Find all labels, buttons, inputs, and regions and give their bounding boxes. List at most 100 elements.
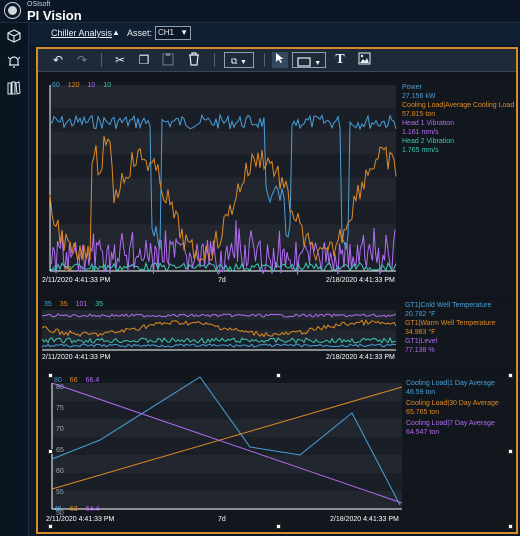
copy-icon[interactable]: ❐ (138, 53, 150, 67)
resize-handle[interactable] (508, 449, 513, 454)
legend-value: 57.815 ton (402, 111, 436, 118)
trend-1-top-scale: 60 120 10 10 (52, 82, 112, 89)
seven-day-average-series (51, 382, 403, 504)
trend-1-time-axis: 2/11/2020 4:41:33 PM 7d 2/18/2020 4:41:3… (40, 277, 516, 287)
grid-band (52, 455, 402, 473)
pointer-icon[interactable] (272, 52, 288, 68)
y-tick-label: 65 (56, 447, 64, 454)
legend-item: GT1|Cold Well Temperature (405, 302, 492, 309)
grid-band (50, 178, 396, 202)
duration: 7d (218, 277, 226, 284)
end-time: 2/18/2020 4:41:33 PM (326, 354, 395, 361)
legend-item: Cooling Load|30 Day Average (406, 400, 499, 407)
warm-well-series (41, 319, 397, 338)
thirty-day-average-series (51, 386, 403, 490)
legend-item: Cooling Load|Average Cooling Load (402, 102, 515, 109)
legend-item: Head 1 Vibration (402, 120, 455, 127)
legend-value: 1.765 mm/s (402, 147, 439, 154)
legend-value: 77.138 % (405, 347, 435, 354)
trend-1-legend: Power 27.156 kW Cooling Load|Average Coo… (402, 83, 514, 155)
osisoft-logo-icon (4, 2, 21, 19)
start-time: 2/11/2020 4:41:33 PM (42, 354, 111, 361)
legend-value: 46.59 ton (406, 389, 436, 396)
alarm-bell-icon[interactable] (6, 55, 22, 71)
chevron-down-icon: ▼ (180, 28, 188, 37)
library-books-icon[interactable] (6, 81, 22, 97)
cold-well-series-2 (41, 343, 397, 348)
cut-icon[interactable]: ✂ (114, 53, 126, 67)
legend-value: 34.983 °F (405, 329, 436, 336)
resize-handle[interactable] (48, 449, 53, 454)
arrange-dropdown[interactable]: ⧉ ▼ (224, 52, 254, 68)
edit-toolbar: ↶ ↷ ✂ ❐ ⧉ ▼ ▼ T (38, 49, 516, 72)
grid-band (50, 201, 396, 225)
y-tick-label: 55 (56, 489, 64, 496)
grid-band (50, 131, 396, 155)
chevron-up-icon[interactable]: ▲ (112, 28, 120, 37)
resize-handle[interactable] (48, 373, 53, 378)
delete-icon[interactable] (186, 52, 202, 68)
trend-2-legend: GT1|Cold Well Temperature 20.782 °F GT1|… (405, 301, 495, 355)
asset-value: CH1 (158, 28, 175, 37)
paste-icon[interactable] (160, 52, 176, 68)
trend-symbol-1[interactable]: 60 120 10 10 0 20 0 0 Power 27.156 kW Cooling … (40, 75, 516, 297)
app-header: OSIsoft PI Vision (0, 0, 520, 23)
grid-band (42, 320, 396, 330)
y-tick-label: 60 (56, 468, 64, 475)
trend-3-top-scale: 80 66 66.4 (54, 377, 100, 384)
display-name-link[interactable]: Chiller Analysis (51, 28, 113, 38)
trend-3-time-axis: 2/11/2020 4:41:33 PM 7d 2/18/2020 4:41:3… (40, 516, 516, 526)
trend-symbol-2[interactable]: 35 35 101 35 GT1|Cold Well Temperature 20.7… (40, 300, 516, 370)
legend-value: 1.161 mm/s (402, 129, 439, 136)
asset-label: Asset: (127, 28, 153, 38)
chevron-down-icon: ▼ (240, 59, 247, 66)
trend-symbol-3[interactable]: 80 75 70 65 60 55 50 80 66 66.4 45 63 64.4 Cooling… (40, 373, 516, 531)
redo-icon[interactable]: ↷ (76, 53, 88, 67)
text-icon[interactable]: T (335, 52, 345, 67)
display-canvas[interactable]: ↶ ↷ ✂ ❐ ⧉ ▼ ▼ T 60 120 10 10 (36, 47, 518, 534)
duration: 7d (218, 516, 226, 523)
legend-value: 20.782 °F (405, 311, 436, 318)
trend-2-time-axis: 2/11/2020 4:41:33 PM 2/18/2020 4:41:33 P… (40, 354, 516, 364)
resize-handle[interactable] (508, 524, 513, 529)
resize-handle[interactable] (508, 373, 513, 378)
y-tick-label: 80 (56, 384, 64, 391)
resize-handle[interactable] (276, 373, 281, 378)
legend-value: 27.156 kW (402, 93, 436, 100)
legend-item: Cooling Load|1 Day Average (406, 380, 495, 387)
power-series (49, 113, 397, 250)
legend-item: Head 2 Vibration (402, 138, 455, 145)
grid-band (52, 419, 402, 437)
cube-icon[interactable] (6, 29, 22, 45)
image-icon[interactable] (356, 52, 372, 68)
asset-select[interactable]: CH1 ▼ (155, 26, 191, 40)
level-series (41, 313, 397, 318)
vendor-name: OSIsoft (27, 1, 51, 8)
grid-band (52, 437, 402, 455)
trend-2-plot (41, 310, 397, 351)
legend-value: 65.765 ton (406, 409, 440, 416)
y-tick-label: 50 (56, 510, 64, 517)
grid-band (52, 491, 402, 509)
head-2-vibration-series (49, 261, 397, 273)
grid-band (50, 85, 396, 109)
chevron-down-icon: ▼ (314, 60, 322, 67)
grid-band (52, 383, 402, 401)
y-tick-label: 70 (56, 426, 64, 433)
trend-1-bottom-scale: 0 20 0 0 (52, 266, 96, 273)
undo-icon[interactable]: ↶ (52, 53, 64, 67)
app-name: PI Vision (27, 8, 82, 23)
left-nav (0, 23, 29, 536)
start-time: 2/11/2020 4:41:33 PM (46, 516, 115, 523)
display-bar: Chiller Analysis ▲ Asset: CH1 ▼ (29, 23, 520, 45)
shape-dropdown[interactable]: ▼ (292, 52, 326, 68)
y-tick-label: 75 (56, 405, 64, 412)
resize-handle[interactable] (276, 524, 281, 529)
trend-3-plot: 80 75 70 65 60 55 50 (51, 376, 403, 517)
cooling-load-series (49, 136, 397, 262)
resize-handle[interactable] (48, 524, 53, 529)
grid-band (42, 310, 396, 320)
legend-item: Cooling Load|7 Day Average (406, 420, 495, 427)
trend-3-legend: Cooling Load|1 Day Average 46.59 ton Coo… (406, 379, 499, 437)
rectangle-icon (297, 57, 311, 67)
